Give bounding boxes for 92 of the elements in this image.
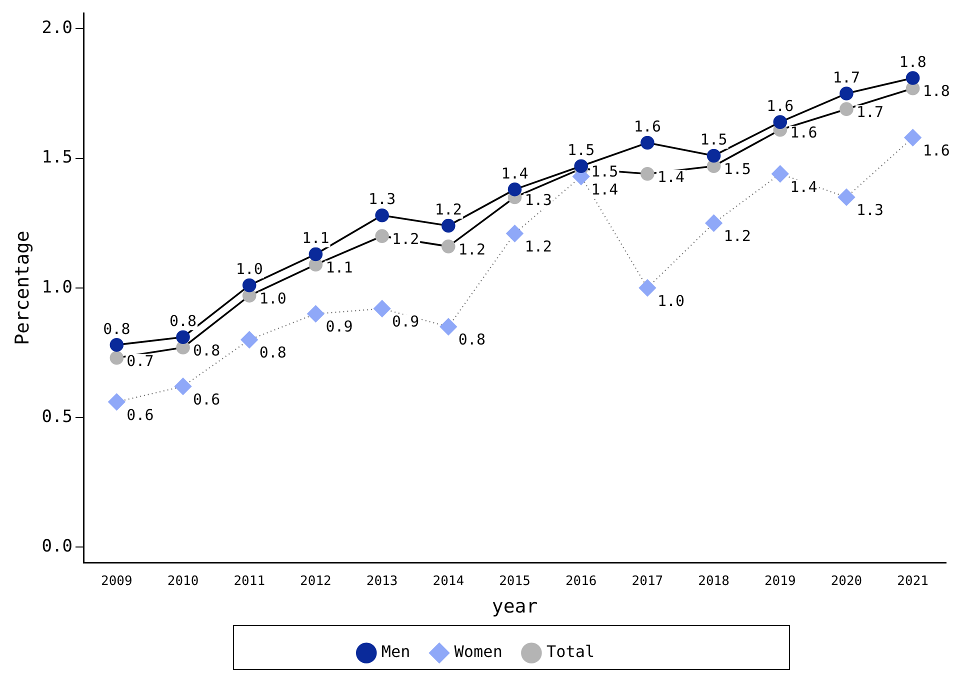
legend-label: Women: [454, 642, 502, 662]
data-label: 1.0: [259, 290, 286, 308]
point: [375, 208, 389, 222]
data-label: 1.2: [524, 237, 552, 256]
data-label: 1.7: [832, 68, 860, 86]
data-label: 0.8: [169, 312, 197, 330]
data-label: 1.5: [568, 140, 595, 159]
point: [508, 182, 522, 196]
data-label: 1.8: [899, 52, 926, 71]
point: [242, 278, 256, 292]
data-label: 1.3: [856, 201, 884, 220]
data-label: 0.9: [326, 318, 353, 336]
data-label: 0.8: [259, 344, 286, 362]
point: [638, 279, 656, 296]
data-label: 1.8: [922, 82, 950, 100]
x-tick-label: 2020: [830, 574, 862, 589]
x-tick-label: 2013: [366, 574, 398, 589]
x-tick-label: 2015: [499, 574, 530, 589]
x-tick-label: 2019: [764, 574, 796, 589]
point: [174, 378, 192, 395]
data-label: 0.6: [126, 406, 154, 424]
data-label: 0.6: [193, 390, 220, 408]
data-label: 1.4: [501, 164, 528, 182]
point: [773, 115, 788, 129]
x-tick-label: 2011: [234, 574, 266, 589]
data-label: 1.5: [724, 160, 751, 178]
point: [176, 330, 190, 344]
point: [506, 224, 524, 242]
data-label: 1.3: [368, 190, 396, 208]
data-label: 1.6: [766, 96, 794, 115]
data-label: 1.5: [591, 162, 618, 181]
point: [373, 300, 391, 318]
point: [838, 188, 856, 206]
data-label: 1.2: [724, 227, 751, 246]
x-tick-label: 2018: [698, 574, 730, 589]
point: [308, 247, 323, 262]
data-label: 1.1: [326, 258, 353, 276]
x-tick-label: 2012: [300, 574, 332, 589]
data-label: 1.6: [634, 118, 661, 136]
point: [640, 166, 654, 181]
x-tick-label: 2016: [565, 574, 597, 589]
point: [440, 318, 458, 336]
data-label: 0.8: [458, 330, 486, 349]
x-tick-label: 2009: [101, 574, 132, 589]
point: [110, 350, 124, 365]
data-label: 1.6: [790, 124, 818, 142]
data-label: 0.9: [392, 312, 420, 331]
point: [906, 71, 920, 85]
data-label: 1.6: [922, 141, 950, 160]
legend-label: Men: [381, 642, 410, 662]
point: [640, 136, 654, 150]
point: [110, 338, 124, 352]
x-axis-title: year: [492, 596, 538, 618]
x-tick-label: 2014: [432, 574, 464, 589]
point: [240, 331, 258, 348]
point: [442, 240, 456, 254]
x-tick-label: 2021: [897, 574, 928, 589]
data-label: 1.2: [458, 240, 486, 258]
data-label: 1.4: [790, 178, 818, 196]
point: [840, 86, 854, 100]
legend-label: Total: [546, 642, 595, 662]
point: [904, 128, 922, 146]
data-label: 0.8: [103, 320, 130, 338]
data-label: 1.0: [236, 260, 263, 278]
data-label: 0.7: [126, 352, 154, 370]
data-label: 1.5: [700, 130, 728, 149]
x-tick-label: 2017: [632, 574, 664, 589]
point: [108, 393, 126, 411]
point: [705, 214, 722, 232]
x-tick-label: 2010: [167, 574, 199, 589]
point: [307, 305, 324, 322]
y-tick-label: 1.0: [42, 277, 73, 298]
point: [840, 102, 854, 116]
point: [375, 229, 389, 243]
y-axis-title: Percentage: [11, 230, 34, 346]
y-tick-label: 0.5: [42, 406, 73, 427]
data-label: 1.4: [657, 168, 685, 186]
y-tick-label: 0.0: [42, 536, 73, 556]
data-label: 0.8: [193, 341, 220, 360]
data-label: 1.7: [856, 102, 884, 121]
data-label: 1.1: [302, 229, 330, 248]
y-tick-label: 1.5: [42, 148, 73, 168]
point: [772, 165, 789, 182]
data-label: 1.2: [392, 230, 420, 248]
data-label: 1.0: [657, 292, 685, 310]
point: [574, 159, 588, 173]
data-label: 1.2: [434, 200, 462, 219]
y-tick-label: 2.0: [42, 18, 73, 38]
point: [706, 148, 721, 163]
point: [442, 218, 456, 233]
data-label: 1.3: [524, 191, 552, 210]
data-label: 1.4: [591, 180, 618, 198]
